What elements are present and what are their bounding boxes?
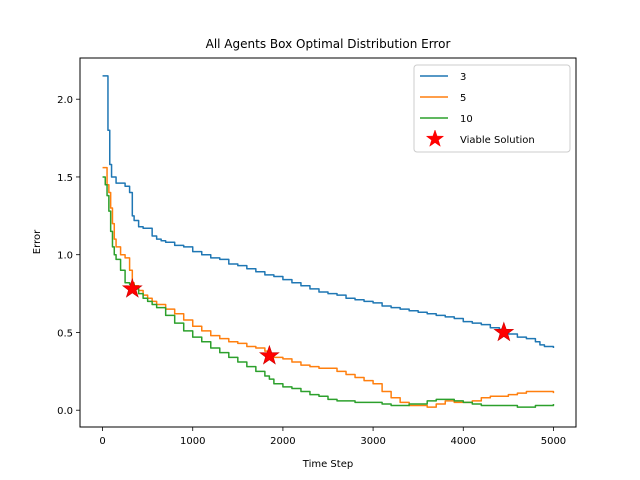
viable-solution-marker-1 — [121, 278, 143, 298]
legend-label-viable-solution: Viable Solution — [460, 135, 535, 146]
series-line-5 — [102, 166, 555, 408]
y-tick-label-1.5: 1.5 — [57, 173, 73, 184]
x-tick-label-3000: 3000 — [360, 436, 385, 447]
legend-label-5: 5 — [460, 93, 466, 104]
x-tick-label-2000: 2000 — [270, 436, 295, 447]
legend-star-icon — [425, 129, 445, 147]
y-tick-label-1: 1.0 — [57, 251, 73, 262]
x-tick-label-0: 0 — [99, 436, 105, 447]
marker-layer — [121, 278, 515, 365]
x-axis-ticks: 0 1000 2000 3000 4000 5000 — [99, 427, 566, 447]
legend-box — [413, 64, 571, 153]
x-tick-label-1000: 1000 — [180, 436, 205, 447]
chart-title: All Agents Box Optimal Distribution Erro… — [206, 37, 451, 51]
x-axis-label: Time Step — [302, 459, 353, 470]
legend-label-3: 3 — [460, 72, 466, 83]
legend-label-10: 10 — [460, 114, 473, 125]
y-tick-label-2: 2.0 — [57, 95, 73, 106]
x-tick-label-5000: 5000 — [541, 436, 566, 447]
x-tick-label-4000: 4000 — [451, 436, 476, 447]
y-axis-ticks: 0.0 0.5 1.0 1.5 2.0 — [57, 95, 80, 417]
viable-solution-marker-2 — [259, 344, 280, 365]
y-tick-label-0: 0.0 — [57, 406, 73, 417]
legend: 3 5 10 Viable Solution — [413, 64, 571, 153]
viable-solution-marker-3 — [493, 321, 515, 342]
series-line-3 — [102, 75, 555, 349]
y-axis-label: Error — [32, 229, 43, 254]
plot-area — [79, 57, 577, 428]
series-line-10 — [102, 176, 555, 408]
y-tick-label-0.5: 0.5 — [57, 328, 73, 339]
